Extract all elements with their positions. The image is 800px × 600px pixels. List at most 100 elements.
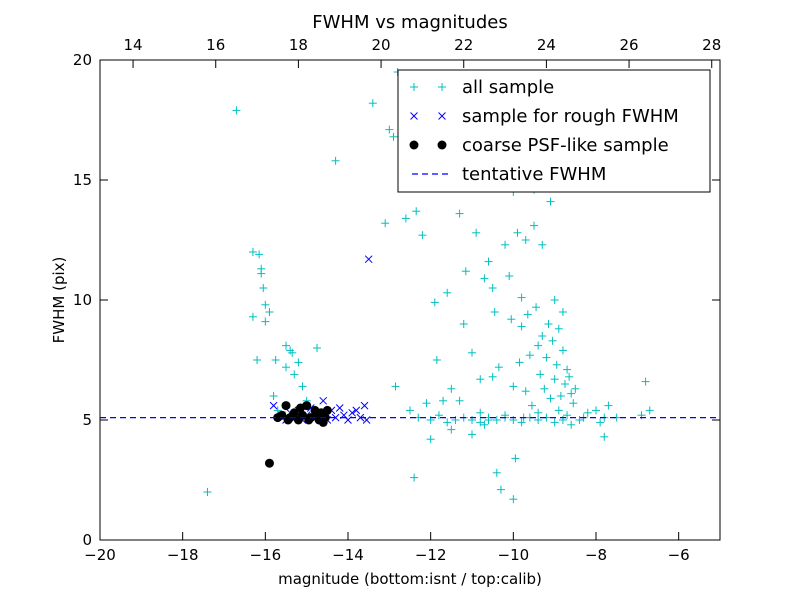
series-0-point-46 — [459, 320, 468, 328]
series-0-point-2 — [248, 248, 257, 256]
series-0-point-89 — [540, 384, 549, 393]
series-1-point-19 — [352, 406, 361, 415]
series-0-point-121 — [641, 377, 650, 386]
series-0-point-115 — [596, 418, 605, 427]
legend: all sample sample for rough FWHM coarse PS… — [397, 69, 711, 193]
top-tick-label-0: 14 — [124, 36, 143, 54]
series-0-point-7 — [257, 269, 266, 278]
series-0-point-109 — [569, 399, 578, 408]
y-tick-label-1: 5 — [82, 411, 92, 429]
series-0-point-67 — [509, 495, 518, 504]
series-0-point-130 — [476, 418, 485, 427]
series-0-point-13 — [273, 406, 282, 415]
series-0-point-57 — [488, 284, 497, 292]
y-axis-label: FWHM (pix) — [50, 257, 68, 344]
series-0-point-82 — [530, 221, 538, 230]
series-0-point-8 — [259, 284, 268, 292]
top-tick-label-4: 22 — [454, 36, 473, 54]
series-0-point-96 — [550, 375, 559, 384]
series-0-point-69 — [509, 382, 518, 391]
series-0-point-21 — [298, 382, 307, 391]
series-0-point-43 — [447, 425, 456, 434]
series-0-point-23 — [313, 344, 321, 352]
legend-entry-3: tentative FWHM — [412, 164, 606, 185]
series-0-point-58 — [488, 372, 497, 381]
series-0-point-91 — [544, 320, 553, 328]
series-2-point-3 — [281, 401, 291, 411]
series-0-point-28 — [389, 132, 398, 141]
series-0-point-12 — [269, 392, 278, 400]
series-0-point-92 — [546, 197, 555, 206]
top-tick-label-5: 24 — [537, 36, 556, 54]
series-0-point-37 — [426, 435, 435, 444]
series-0-point-9 — [261, 300, 270, 309]
series-0-point-97 — [552, 360, 561, 369]
series-0-point-32 — [406, 406, 414, 415]
series-0-point-63 — [501, 240, 510, 249]
series-0-point-94 — [548, 336, 557, 345]
x-tick-label-4: −12 — [415, 546, 447, 564]
legend-entry-0: all sample — [410, 77, 554, 98]
series-0-point-1 — [232, 106, 241, 115]
series-0-point-3 — [248, 312, 257, 321]
series-0-point-122 — [645, 406, 654, 415]
series-0-point-42 — [447, 384, 456, 393]
series-0-point-125 — [434, 411, 443, 420]
series-0-point-50 — [472, 228, 481, 237]
y-tick-label-0: 0 — [82, 531, 92, 549]
series-0-point-35 — [418, 231, 427, 240]
legend-swatch-1-b — [438, 112, 446, 120]
series-0-point-40 — [439, 396, 448, 405]
series-0-point-105 — [563, 411, 572, 420]
legend-label-1: sample for rough FWHM — [462, 106, 679, 127]
series-1-point-18 — [348, 408, 356, 417]
legend-label-3: tentative FWHM — [462, 164, 606, 185]
series-0-point-38 — [430, 298, 439, 307]
series-0-point-103 — [561, 380, 569, 388]
series-0-point-24 — [331, 156, 340, 165]
series-0-point-84 — [534, 341, 543, 350]
series-0-point-114 — [592, 406, 600, 415]
series-1-point-0 — [269, 401, 278, 410]
series-0-point-25 — [368, 99, 377, 108]
series-0-point-39 — [432, 356, 441, 364]
x-tick-label-6: −8 — [585, 546, 607, 564]
series-0-point-47 — [461, 267, 470, 276]
legend-swatch-0-a — [410, 83, 418, 91]
series-2-point-0 — [264, 458, 274, 468]
y-tick-label-2: 10 — [73, 291, 92, 309]
series-0-point-5 — [255, 250, 264, 259]
series-0-point-26 — [381, 219, 390, 228]
series-2-point-6 — [289, 408, 299, 418]
series-0-point-116 — [600, 432, 609, 441]
series-0-point-66 — [507, 315, 516, 324]
series-0-point-135 — [517, 418, 526, 427]
series-0-point-44 — [455, 209, 464, 218]
series-0-point-108 — [567, 420, 576, 429]
series-0-point-83 — [532, 303, 541, 312]
series-0-point-36 — [422, 399, 431, 408]
series-0-point-74 — [517, 322, 526, 331]
series-0-point-100 — [556, 392, 565, 400]
series-0-point-85 — [534, 408, 543, 417]
series-0-point-10 — [261, 317, 270, 326]
series-0-point-18 — [288, 348, 297, 357]
series-0-point-61 — [494, 363, 503, 372]
series-0-point-126 — [443, 418, 452, 427]
series-0-point-87 — [538, 240, 547, 249]
x-tick-label-5: −10 — [498, 546, 530, 564]
series-0-point-73 — [517, 293, 526, 302]
top-tick-label-1: 16 — [206, 36, 225, 54]
top-tick-label-2: 18 — [289, 36, 308, 54]
series-0-point-95 — [550, 296, 559, 304]
series-2-point-10 — [302, 401, 312, 411]
x-tick-label-7: −6 — [668, 546, 690, 564]
x-tick-label-3: −14 — [332, 546, 364, 564]
series-0-point-55 — [484, 257, 493, 266]
legend-swatch-2-a — [409, 140, 419, 150]
series-0-point-102 — [558, 308, 567, 316]
series-0-point-98 — [554, 324, 563, 333]
series-0-point-76 — [521, 236, 530, 244]
top-tick-label-7: 28 — [702, 36, 721, 54]
